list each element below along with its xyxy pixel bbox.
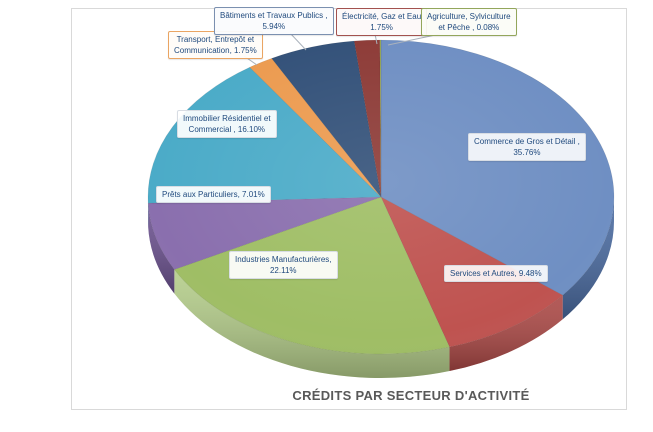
data-label-prets-aux-particuliers[interactable]: Prêts aux Particuliers, 7.01% [156, 186, 271, 203]
data-label-line: 1.75% [370, 23, 393, 32]
data-label-services-et-autres[interactable]: Services et Autres, 9.48% [444, 265, 548, 282]
data-label-batiments-et-travaux-publics[interactable]: Bâtiments et Travaux Publics , 5.94% [214, 7, 334, 35]
data-label-agriculture-sylviculture-et-peche[interactable]: Agriculture, Sylviculture et Pêche , 0.08… [421, 8, 517, 36]
data-label-industries-manufacturieres[interactable]: Industries Manufacturières, 22.11% [229, 251, 338, 279]
data-label-line: Industries Manufacturières, [235, 255, 332, 264]
data-label-line: Bâtiments et Travaux Publics , [220, 11, 328, 20]
label-leader-line [289, 32, 307, 51]
data-label-line: 22.11% [269, 266, 297, 275]
data-label-line: Commercial , 16.10% [188, 125, 266, 134]
data-label-line: Commerce de Gros et Détail , [474, 137, 580, 146]
data-label-electricite-gaz-et-eau[interactable]: Électricité, Gaz et Eau 1.75% [336, 8, 428, 36]
data-label-line: Prêts aux Particuliers, 7.01% [162, 190, 265, 199]
data-label-commerce-de-gros-et-detail[interactable]: Commerce de Gros et Détail , 35.76% [468, 133, 586, 161]
data-label-line: et Pêche , 0.08% [438, 23, 500, 32]
data-label-line: 35.76% [513, 148, 541, 157]
data-label-transport-entrepot-et-communication[interactable]: Transport, Entrepôt et Communication, 1.7… [168, 31, 263, 59]
data-label-line: Électricité, Gaz et Eau [342, 12, 422, 21]
data-label-immobilier-residentiel-et-commercial[interactable]: Immobilier Résidentiel et Commercial , 16… [177, 110, 277, 138]
data-label-line: Services et Autres, 9.48% [450, 269, 542, 278]
data-label-line: Agriculture, Sylviculture [427, 12, 511, 21]
chart-title: CRÉDITS PAR SECTEUR D'ACTIVITÉ [292, 388, 530, 403]
data-label-line: Immobilier Résidentiel et [183, 114, 271, 123]
data-label-line: 5.94% [262, 22, 286, 31]
data-label-line: Communication, 1.75% [174, 46, 257, 55]
data-label-line: Transport, Entrepôt et [176, 35, 255, 44]
